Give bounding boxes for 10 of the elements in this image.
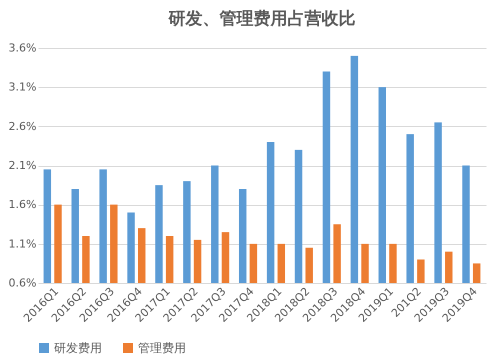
y-tick-label: 2.1%	[8, 159, 36, 172]
legend-label: 研发费用	[54, 341, 102, 355]
y-tick-label: 1.1%	[8, 237, 36, 250]
y-tick-label: 0.6%	[8, 276, 36, 290]
y-tick-label: 3.1%	[8, 80, 36, 94]
y-tick-label: 3.6%	[8, 42, 36, 54]
y-tick-label: 1.6%	[8, 198, 36, 212]
legend-label: 管理费用	[138, 341, 186, 355]
y-tick-label: 2.6%	[8, 120, 36, 133]
chart-title: 研发、管理费用占营收比	[168, 9, 356, 29]
